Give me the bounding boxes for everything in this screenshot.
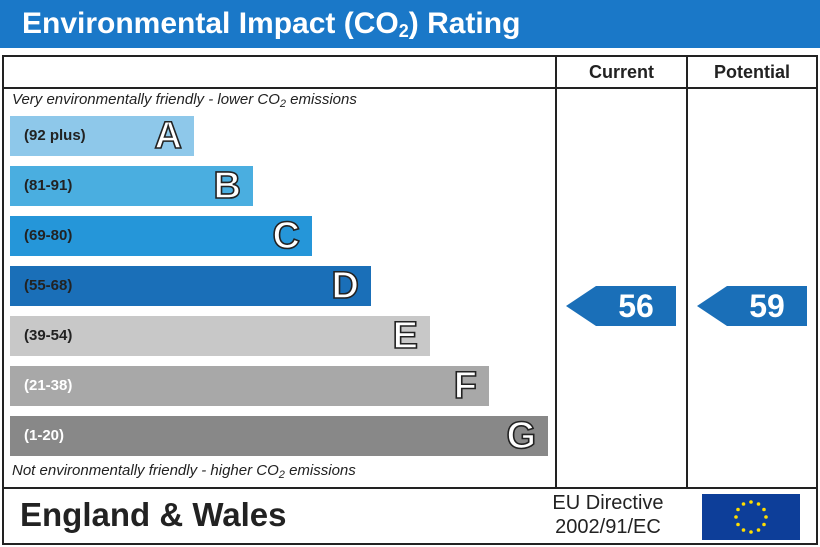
band-letter: A [154,115,183,157]
current-rating-value: 56 [618,288,654,324]
region-label: England & Wales [20,496,287,533]
directive-line-1: EU Directive [552,492,664,514]
eu-flag-icon [702,494,800,540]
band-letter: G [506,415,537,457]
current-rating-arrow: 56 [566,286,676,326]
band-range-label: (55-68) [24,277,73,294]
band-range-label: (39-54) [24,327,73,344]
column-divider-potential [686,55,688,489]
top-note: Very environmentally friendly - lower CO… [12,91,357,110]
band-letter: B [213,165,242,207]
potential-column-header: Potential [713,62,790,82]
rating-frame [2,55,818,545]
current-column-header: Current [588,62,654,82]
potential-rating-value: 59 [749,288,785,324]
bottom-note: Not environmentally friendly - higher CO… [12,462,356,481]
band-c: (69-80) C [10,215,312,257]
eu-directive: EU Directive 2002/91/EC [520,491,696,539]
band-letter: F [453,365,478,407]
directive-line-2: 2002/91/EC [555,516,661,538]
band-a: (92 plus) A [10,115,194,157]
potential-rating-arrow: 59 [697,286,807,326]
band-range-label: (1-20) [24,427,65,444]
band-letter: C [272,215,301,257]
band-e: (39-54) E [10,315,430,357]
footer-divider [2,487,818,489]
band-d: (55-68) D [10,265,371,307]
column-divider-current [555,55,557,489]
header-row-divider [2,87,818,89]
band-range-label: (92 plus) [24,127,86,144]
band-f: (21-38) F [10,365,489,407]
band-g: (1-20) G [10,415,548,457]
band-range-label: (69-80) [24,227,73,244]
band-letter: E [392,315,419,357]
band-range-label: (21-38) [24,377,73,394]
band-letter: D [331,265,360,307]
band-b: (81-91) B [10,165,253,207]
page-title: Environmental Impact (CO2) Rating [0,0,820,48]
band-range-label: (81-91) [24,177,73,194]
